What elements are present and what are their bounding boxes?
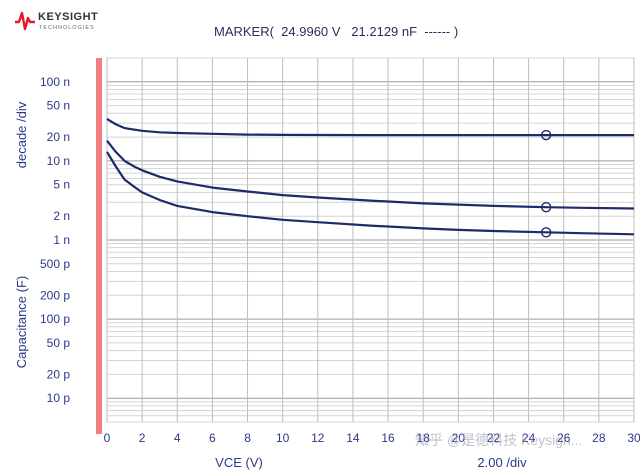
x-tick-label: 22 — [487, 431, 501, 445]
x-tick-label: 20 — [452, 431, 466, 445]
marker-circle-1 — [540, 129, 552, 141]
marker-readout: MARKER( 24.9960 V 21.2129 nF ------ ) — [214, 24, 459, 39]
y-tick-label: 20 n — [47, 130, 70, 144]
x-tick-label: 4 — [174, 431, 181, 445]
y-tick-label: 1 n — [53, 233, 70, 247]
x-tick-label: 6 — [209, 431, 216, 445]
x-tick-label: 26 — [557, 431, 571, 445]
red-axis-bar — [96, 58, 102, 434]
marker-circle-2 — [540, 201, 552, 213]
y-tick-label: 10 p — [47, 391, 71, 405]
x-tick-label: 0 — [104, 431, 111, 445]
y-tick-label: 10 n — [47, 154, 70, 168]
y-tick-label: 20 p — [47, 367, 71, 381]
x-tick-label: 12 — [311, 431, 325, 445]
chart-grid — [96, 57, 635, 434]
keysight-wave-icon — [15, 11, 35, 31]
brand-subtitle: TECHNOLOGIES — [39, 25, 95, 31]
x-tick-label: 18 — [417, 431, 431, 445]
x-tick-labels: 0 2 4 6 8 10 12 14 16 18 20 22 24 26 28 30 — [104, 431, 640, 445]
y-tick-labels: 100 n 50 n 20 n 10 n 5 n 2 n 1 n 500 p 200 p 100 … — [40, 75, 70, 405]
keysight-logo: KEYSIGHT TECHNOLOGIES — [14, 8, 114, 42]
x-axis-label: VCE (V) — [215, 455, 263, 470]
brand-name: KEYSIGHT — [38, 11, 99, 23]
y-tick-label: 5 n — [53, 178, 70, 192]
series-line-2 — [106, 140, 635, 210]
x-tick-label: 30 — [627, 431, 640, 445]
y-tick-label: 50 n — [47, 99, 70, 113]
x-tick-label: 2 — [139, 431, 146, 445]
y-tick-label: 100 p — [40, 312, 70, 326]
y-axis-label-bottom: Capacitance (F) — [14, 276, 29, 368]
y-axis-label-top: decade /div — [14, 101, 29, 168]
x-tick-label: 14 — [346, 431, 360, 445]
y-tick-label: 50 p — [47, 336, 71, 350]
chart-curves — [106, 117, 635, 238]
y-tick-label: 100 n — [40, 75, 70, 89]
marker-circle-3 — [540, 227, 552, 238]
x-scale-label: 2.00 /div — [477, 455, 527, 470]
x-tick-label: 28 — [592, 431, 606, 445]
y-tick-label: 200 p — [40, 288, 70, 302]
x-tick-label: 8 — [244, 431, 251, 445]
series-line-3 — [106, 151, 635, 236]
x-tick-label: 10 — [276, 431, 290, 445]
x-tick-label: 16 — [381, 431, 395, 445]
y-tick-label: 500 p — [40, 257, 70, 271]
x-tick-label: 24 — [522, 431, 536, 445]
series-line-1 — [106, 117, 634, 137]
y-tick-label: 2 n — [53, 209, 70, 223]
watermark: 知乎 @是德科技 Keysigh... — [415, 432, 583, 448]
